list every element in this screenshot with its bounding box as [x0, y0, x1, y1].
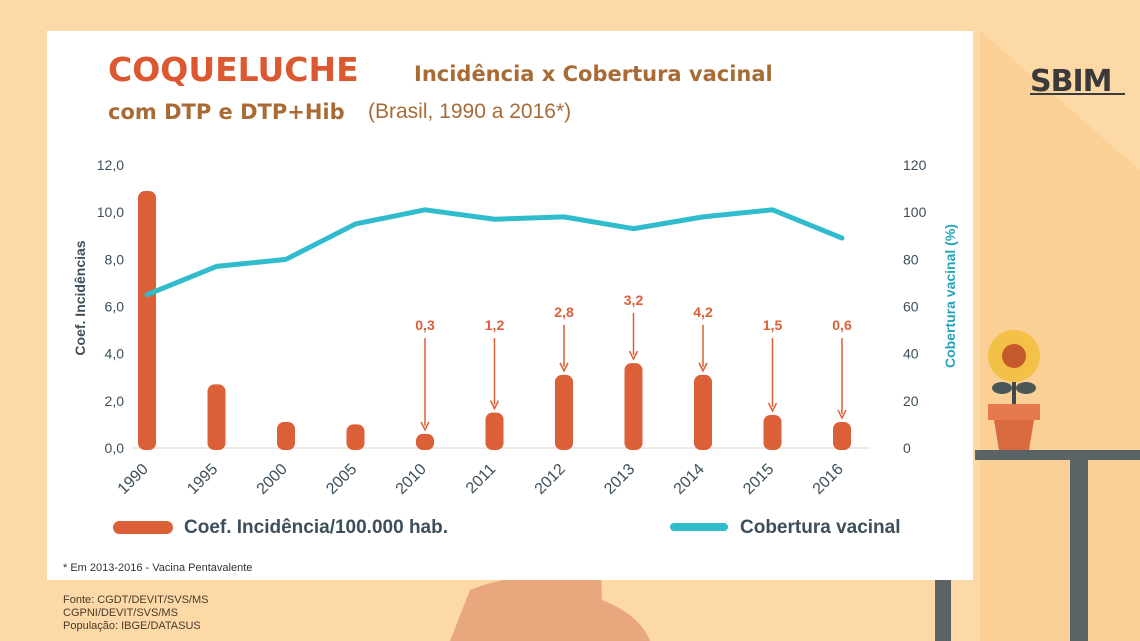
annotation-arrowhead-2016 — [837, 409, 847, 420]
x-tick-label: 1995 — [184, 461, 221, 498]
x-tick-label: 2000 — [254, 461, 291, 498]
x-tick-label: 2014 — [671, 461, 708, 498]
y2-tick-label: 80 — [903, 251, 919, 267]
y2-axis-label: Cobertura vacinal (%) — [942, 224, 958, 368]
bar-2010 — [416, 433, 434, 450]
y-tick-label: 4,0 — [105, 346, 125, 362]
bar-2011 — [485, 412, 504, 450]
y2-tick-label: 40 — [903, 346, 919, 362]
annotation-label-2015: 1,5 — [763, 317, 783, 333]
annotation-label-2011: 1,2 — [485, 317, 505, 333]
legend-bar-label: Coef. Incidência/100.000 hab. — [184, 517, 448, 538]
y2-tick-label: 0 — [903, 440, 911, 456]
annotation-label-2016: 0,6 — [832, 317, 852, 333]
chart-subtitle-line2: com DTP e DTP+Hib — [108, 100, 345, 124]
y2-tick-label: 60 — [903, 299, 919, 315]
x-tick-label: 2013 — [601, 461, 638, 498]
bar-2012 — [555, 374, 573, 450]
chart-subtitle: Incidência x Cobertura vacinal — [414, 62, 773, 86]
x-tick-label: 2010 — [393, 461, 430, 498]
x-tick-label: 2011 — [463, 461, 499, 497]
y-tick-label: 10,0 — [97, 204, 124, 220]
y-tick-label: 8,0 — [105, 251, 125, 267]
x-tick-label: 2005 — [323, 461, 360, 498]
annotation-arrowhead-2013 — [628, 350, 639, 361]
bar-2016 — [833, 422, 851, 450]
y-axis-label: Coef. Incidências — [72, 240, 88, 356]
annotation-arrowhead-2012 — [559, 362, 569, 373]
bar-2005 — [346, 424, 365, 450]
annotation-arrowhead-2015 — [767, 402, 778, 413]
annotation-label-2012: 2,8 — [554, 304, 574, 320]
logo-underline — [1030, 93, 1125, 98]
x-tick-label: 2015 — [740, 461, 777, 498]
source-line-2: CGPNI/DEVIT/SVS/MS — [63, 607, 178, 619]
source-line-1: Fonte: CGDT/DEVIT/SVS/MS — [63, 594, 209, 606]
x-tick-label: 1990 — [115, 461, 152, 498]
annotation-label-2013: 3,2 — [624, 292, 644, 308]
annotation-arrowhead-2010 — [420, 421, 430, 432]
y2-tick-label: 100 — [903, 204, 927, 220]
bar-2013 — [624, 363, 643, 450]
annotation-arrowhead-2014 — [698, 362, 708, 373]
chart-card — [47, 31, 973, 580]
y2-tick-label: 120 — [903, 157, 927, 173]
source-line-3: População: IBGE/DATASUS — [63, 620, 201, 632]
bar-2000 — [277, 422, 295, 450]
footnote: * Em 2013-2016 - Vacina Pentavalente — [63, 562, 253, 574]
bar-2015 — [763, 414, 782, 450]
legend-bar-swatch — [113, 521, 173, 534]
y-tick-label: 2,0 — [105, 393, 125, 409]
bar-2014 — [694, 374, 712, 450]
bar-1995 — [207, 384, 226, 450]
annotation-label-2010: 0,3 — [415, 317, 435, 333]
annotation-arrowhead-2011 — [489, 400, 500, 411]
legend-line-label: Cobertura vacinal — [740, 517, 901, 538]
y-tick-label: 6,0 — [105, 299, 125, 315]
chart-subtitle-period: (Brasil, 1990 a 2016*) — [368, 100, 572, 123]
x-tick-label: 2012 — [532, 461, 569, 498]
y2-tick-label: 20 — [903, 393, 919, 409]
chart-title: COQUELUCHE — [108, 50, 359, 89]
bar-1990 — [138, 190, 156, 451]
coverage-line — [144, 207, 845, 298]
annotation-label-2014: 4,2 — [693, 304, 713, 320]
legend-line-swatch — [670, 523, 728, 531]
x-tick-label: 2016 — [810, 461, 847, 498]
y-tick-label: 0,0 — [105, 440, 125, 456]
y-tick-label: 12,0 — [97, 157, 124, 173]
